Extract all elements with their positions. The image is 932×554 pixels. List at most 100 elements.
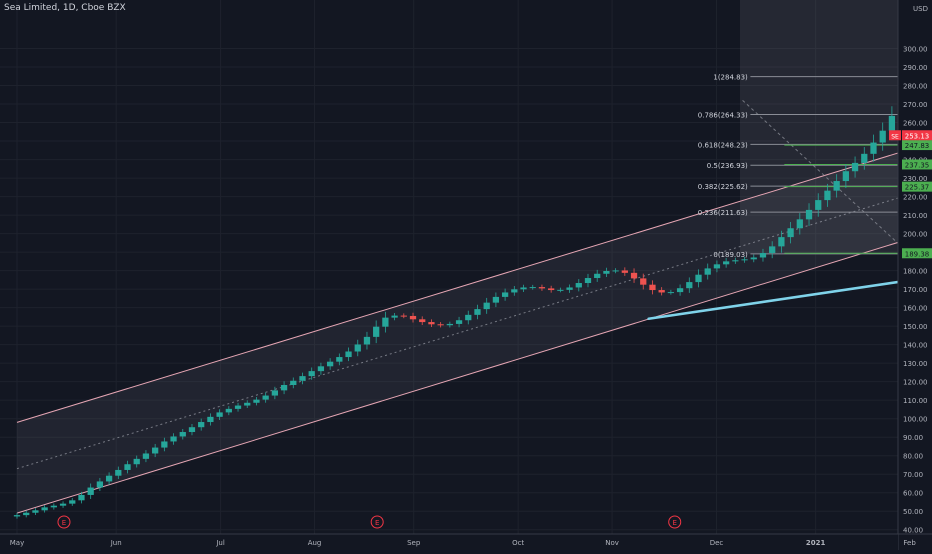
price-tick-13: 170.00 (903, 286, 928, 294)
candle-body (658, 290, 665, 293)
fib-level-label-5: 0.236(211.63) (698, 209, 748, 217)
earnings-marker-2 (668, 515, 682, 529)
earnings-marker-1 (370, 515, 384, 529)
candle-body (326, 361, 334, 367)
price-tick-17: 210.00 (903, 212, 928, 220)
price-badge-2 (902, 181, 932, 192)
candle-body (271, 390, 278, 396)
candle-body (428, 322, 435, 325)
candle-body (299, 376, 306, 381)
price-tick-0: 40.00 (903, 527, 923, 535)
triangle-lower (647, 275, 932, 321)
candle-body (594, 273, 601, 279)
candle-body (566, 287, 573, 290)
candle-body (124, 464, 131, 470)
channel-upper-line (16, 152, 898, 423)
candle-body (234, 405, 242, 409)
candle-body (198, 422, 205, 428)
price-tick-3: 70.00 (903, 471, 923, 479)
candle-body (548, 288, 555, 291)
price-tick-5: 90.00 (903, 434, 923, 442)
candle-body (105, 475, 113, 482)
candle-body (492, 296, 500, 303)
price-axis-background (898, 0, 932, 550)
candle-body (750, 257, 757, 260)
candle-body (409, 315, 417, 320)
candle-body (640, 278, 647, 285)
price-badge-label-3: 189.38 (905, 250, 930, 258)
candle-body (557, 289, 564, 291)
candle-body (686, 282, 693, 289)
candle-body (253, 399, 260, 403)
candle-body (308, 371, 315, 377)
candle-body (152, 447, 159, 454)
candle-body (584, 278, 592, 284)
price-tick-2: 60.00 (903, 490, 923, 498)
price-tick-8: 120.00 (903, 379, 928, 387)
candle-body (133, 458, 140, 465)
candle-body (796, 219, 803, 229)
time-label-7: Dec (710, 539, 724, 547)
time-axis-background (0, 534, 898, 550)
candles-layer (13, 102, 898, 519)
candle-body (888, 115, 896, 131)
candle-body (50, 505, 57, 508)
candle-body (649, 284, 656, 291)
price-axis[interactable]: 40.00 50.00 60.00 70.00 80.00 90.00 100.00 110.… (903, 5, 928, 535)
price-tick-7: 110.00 (903, 397, 928, 405)
candle-body (851, 162, 859, 172)
candle-body (465, 314, 472, 321)
price-tick-14: 180.00 (903, 268, 928, 276)
time-label-5: Oct (512, 539, 524, 547)
candle-body (391, 315, 398, 318)
price-tick-18: 220.00 (903, 194, 928, 202)
candle-body (115, 469, 122, 476)
candle-body (842, 171, 849, 182)
candle-body (778, 237, 785, 247)
candle-body (446, 323, 453, 326)
time-axis[interactable]: MayJunJulAugSepOctNovDec2021FebMarAprMay… (10, 539, 932, 547)
candle-body (400, 315, 407, 317)
candle-body (621, 270, 628, 273)
earnings-marker-label-1: E (375, 519, 379, 527)
candle-body (69, 500, 76, 504)
ticker-tag (889, 130, 901, 141)
candle-body (216, 412, 223, 417)
candle-body (345, 351, 352, 358)
candle-body (769, 246, 776, 254)
candle-body (87, 487, 94, 495)
candle-body (32, 510, 39, 513)
candle-body (630, 272, 638, 279)
time-label-4: Sep (407, 539, 421, 547)
fib-level-label-6: 0(189.03) (713, 251, 748, 259)
price-tick-23: 270.00 (903, 101, 928, 109)
price-tick-11: 150.00 (903, 323, 928, 331)
candle-body (317, 366, 325, 372)
price-tick-10: 140.00 (903, 342, 928, 350)
candle-body (511, 289, 518, 293)
candle-body (419, 319, 426, 323)
time-label-1: Jun (110, 539, 122, 547)
candle-body (501, 292, 509, 297)
candle-body (879, 130, 886, 143)
candle-body (824, 190, 831, 201)
candle-body (290, 380, 297, 386)
candle-body (833, 181, 840, 191)
candle-body (59, 503, 67, 506)
time-label-2: Jul (215, 539, 225, 547)
candle-body (188, 427, 196, 433)
candle-body (363, 336, 371, 345)
price-badge-1 (902, 159, 932, 170)
candle-body (575, 283, 582, 288)
chart-title: Sea Limited, 1D, Cboe BZX (4, 3, 126, 13)
time-label-9: Feb (903, 539, 916, 547)
ticker-tag-label: SE (891, 133, 899, 140)
candle-body (713, 264, 721, 269)
fib-level-label-0: 1(284.83) (713, 74, 748, 82)
drawings-layer: 1(284.83) 0.786(264.33) 0.618(248.23) 0.5(2… (16, 0, 898, 514)
earnings-marker-label-0: E (62, 519, 66, 527)
price-tick-25: 290.00 (903, 64, 928, 72)
